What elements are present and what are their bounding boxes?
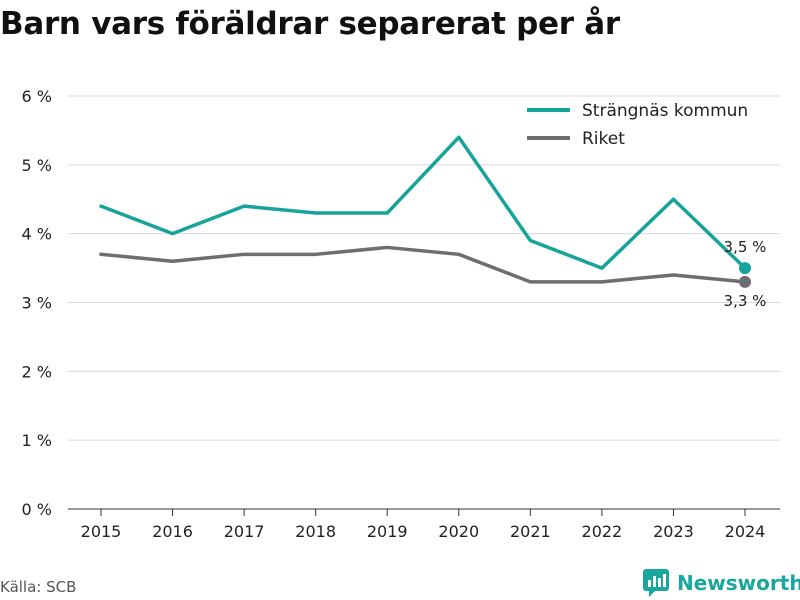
y-tick-label: 5 %	[22, 156, 52, 175]
x-tick-label: 2016	[152, 522, 193, 541]
newsworthy-logo-icon	[643, 569, 669, 597]
x-axis-tick-labels: 2015 2016 2017 2018 2019 2020 2021 2022 2023 2024	[81, 509, 766, 541]
end-labels: 3,5 % 3,3 %	[724, 238, 767, 310]
end-value-label: 3,3 %	[724, 292, 767, 310]
brand-logo: Newsworthy	[643, 569, 800, 597]
y-tick-label: 0 %	[22, 500, 52, 519]
x-tick-label: 2024	[725, 522, 766, 541]
y-tick-label: 2 %	[22, 362, 52, 381]
series-line	[99, 245, 747, 284]
series-line	[99, 135, 747, 270]
series-end-point	[739, 262, 751, 275]
y-tick-label: 3 %	[22, 294, 52, 313]
x-tick-label: 2017	[224, 522, 265, 541]
series-lines	[99, 135, 751, 288]
gridlines	[68, 95, 780, 510]
legend: Strängnäs kommun Riket	[527, 101, 748, 149]
y-tick-label: 4 %	[22, 225, 52, 244]
x-tick-label: 2018	[295, 522, 336, 541]
x-tick-label: 2023	[653, 522, 694, 541]
series-end-point	[739, 275, 751, 288]
x-tick-label: 2015	[81, 522, 122, 541]
chart-title: Barn vars föräldrar separerat per år	[0, 6, 620, 42]
x-tick-label: 2020	[438, 522, 479, 541]
end-value-label: 3,5 %	[724, 238, 767, 256]
legend-label: Strängnäs kommun	[582, 101, 748, 121]
y-tick-label: 1 %	[22, 431, 52, 450]
x-tick-label: 2019	[367, 522, 408, 541]
y-axis-tick-labels: 0 % 1 % 2 % 3 % 4 % 5 % 6 %	[22, 87, 52, 519]
y-tick-label: 6 %	[22, 87, 52, 106]
brand-name: Newsworthy	[677, 571, 800, 595]
x-tick-label: 2022	[582, 522, 623, 541]
x-tick-label: 2021	[510, 522, 551, 541]
legend-label: Riket	[582, 129, 625, 149]
source-note: Källa: SCB	[0, 578, 77, 596]
